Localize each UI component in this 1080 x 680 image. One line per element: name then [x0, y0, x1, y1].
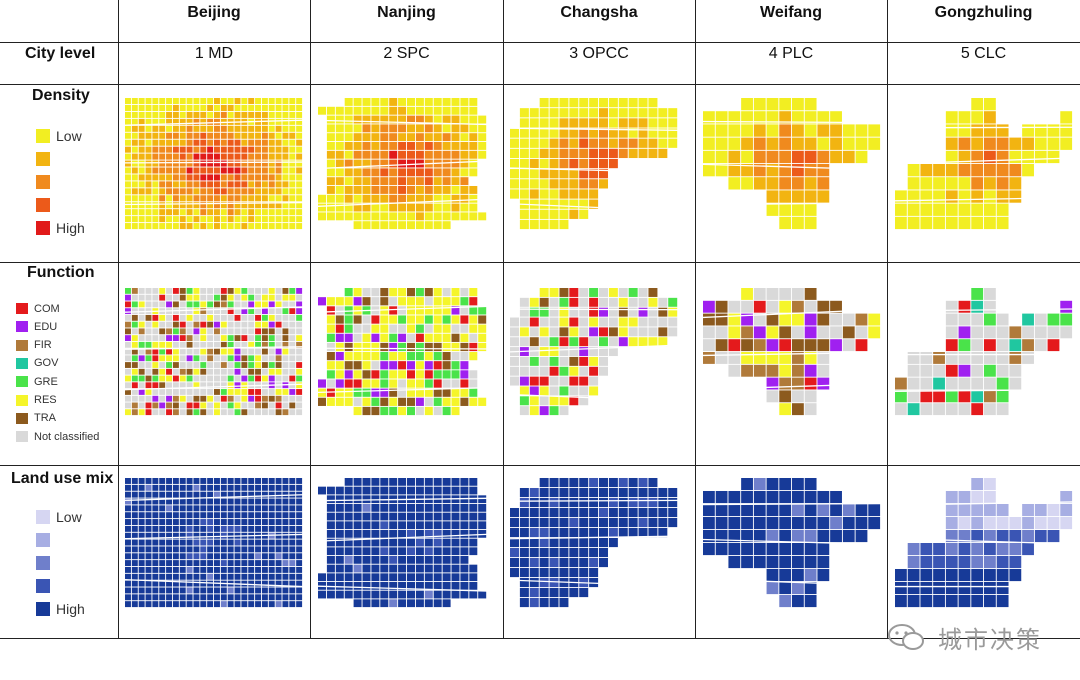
- legend-swatch: [36, 579, 50, 593]
- legend-label: Not classified: [34, 430, 100, 443]
- column-header-beijing: Beijing: [187, 4, 241, 21]
- legend-swatch: [16, 412, 28, 424]
- density-map-weifang: [703, 98, 881, 230]
- land-use-mix-map-beijing: [125, 478, 303, 608]
- legend-label: FIR: [34, 339, 52, 352]
- legend-item: Low: [36, 128, 82, 144]
- legend-swatch: [36, 510, 50, 524]
- legend-label: EDU: [34, 320, 58, 333]
- legend-item: GOV: [16, 357, 59, 370]
- grid-line: [0, 42, 1080, 43]
- legend-item: [36, 198, 56, 212]
- land-use-mix-map-gongzhuling: [895, 478, 1073, 608]
- grid-line: [0, 465, 1080, 466]
- column-header-gongzhuling: Gongzhuling: [934, 4, 1033, 21]
- function-map-changsha: [510, 288, 688, 416]
- legend-item: GRE: [16, 375, 58, 388]
- legend-item: [36, 152, 56, 166]
- grid-line: [0, 638, 1080, 639]
- city-level-value: 3 OPCC: [569, 45, 629, 62]
- land-use-mix-map-changsha: [510, 478, 688, 608]
- column-header-weifang: Weifang: [760, 4, 822, 21]
- legend-label: TRA: [34, 412, 56, 425]
- legend-swatch: [16, 303, 28, 314]
- legend-label: High: [56, 220, 85, 236]
- legend-label: High: [56, 601, 85, 617]
- legend-swatch: [16, 357, 28, 369]
- legend-item: Not classified: [16, 430, 100, 443]
- legend-swatch: [36, 221, 50, 235]
- legend-item: [36, 556, 56, 570]
- density-map-beijing: [125, 98, 303, 230]
- legend-swatch: [36, 533, 50, 547]
- legend-label: Low: [56, 509, 82, 525]
- legend-swatch: [16, 376, 28, 388]
- legend-item: EDU: [16, 320, 58, 333]
- legend-item: FIR: [16, 339, 52, 352]
- grid-line: [0, 84, 1080, 85]
- legend-label: RES: [34, 394, 57, 406]
- grid-line: [887, 0, 888, 638]
- grid-line: [503, 0, 504, 638]
- function-map-weifang: [703, 288, 881, 416]
- legend-swatch: [36, 602, 50, 616]
- legend-swatch: [36, 152, 50, 166]
- legend-swatch: [16, 339, 28, 351]
- city-level-value: 2 SPC: [383, 45, 430, 62]
- legend-item: TRA: [16, 412, 56, 425]
- legend-item: COM: [16, 302, 60, 315]
- wechat-icon: [888, 624, 924, 650]
- column-header-changsha: Changsha: [560, 4, 638, 21]
- watermark: 城市决策: [880, 618, 1070, 654]
- legend-label: COM: [34, 302, 60, 315]
- legend-swatch: [16, 431, 28, 443]
- function-map-gongzhuling: [895, 288, 1073, 416]
- legend-label: Low: [56, 128, 82, 144]
- legend-item: [36, 175, 56, 189]
- legend-swatch: [36, 198, 50, 212]
- legend-swatch: [36, 175, 50, 189]
- grid-line: [310, 0, 311, 638]
- density-map-changsha: [510, 98, 688, 230]
- legend-label: GRE: [34, 375, 58, 388]
- legend-item: Low: [36, 509, 82, 525]
- land-use-mix-map-weifang: [703, 478, 881, 608]
- watermark-text: 城市决策: [938, 626, 1042, 654]
- legend-item: High: [36, 220, 85, 236]
- grid-line: [695, 0, 696, 638]
- row-header-function: Function: [27, 264, 95, 281]
- legend-item: [36, 579, 56, 593]
- function-map-nanjing: [318, 288, 496, 416]
- city-level-value: 1 MD: [194, 45, 234, 62]
- city-level-value: 5 CLC: [960, 45, 1007, 62]
- density-map-nanjing: [318, 98, 496, 230]
- legend-swatch: [16, 394, 28, 406]
- land-use-mix-map-nanjing: [318, 478, 496, 608]
- column-header-nanjing: Nanjing: [377, 4, 436, 21]
- row-header-land-use-mix: Land use mix: [11, 470, 114, 487]
- city-level-value: 4 PLC: [768, 45, 814, 62]
- legend-label: GOV: [34, 357, 59, 370]
- grid-line: [0, 262, 1080, 263]
- density-map-gongzhuling: [895, 98, 1073, 230]
- grid-line: [118, 0, 119, 638]
- legend-item: [36, 533, 56, 547]
- legend-swatch: [36, 129, 50, 143]
- legend-item: High: [36, 601, 85, 617]
- function-map-beijing: [125, 288, 303, 416]
- legend-swatch: [16, 321, 28, 333]
- legend-swatch: [36, 556, 50, 570]
- legend-item: RES: [16, 394, 57, 406]
- row-header-density: Density: [32, 87, 90, 104]
- row-header-city-level: City level: [25, 45, 96, 62]
